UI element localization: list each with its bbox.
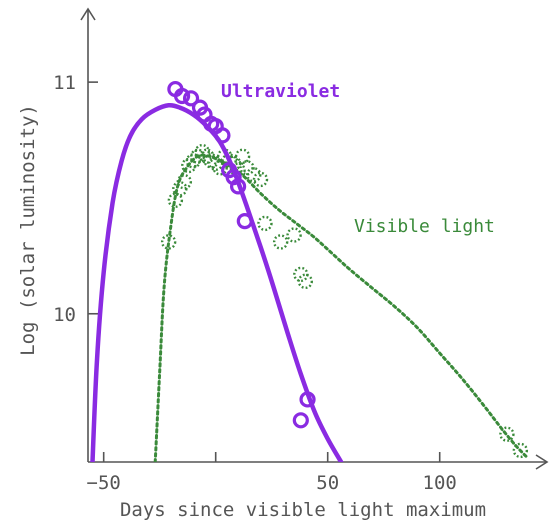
ultraviolet-point bbox=[173, 87, 191, 105]
visible-light-model-line bbox=[153, 153, 529, 462]
visible-light-point bbox=[246, 167, 262, 183]
visible-light-point bbox=[216, 148, 233, 164]
visible-light-point bbox=[252, 171, 269, 188]
x-axis-arrow bbox=[535, 454, 549, 470]
visible-light-point bbox=[272, 234, 289, 250]
plot-area: −50 50 100 10 11 bbox=[53, 7, 549, 494]
visible-light-point bbox=[190, 148, 206, 164]
visible-light-point bbox=[239, 160, 255, 176]
series-label-visible-light: Visible light bbox=[354, 216, 495, 237]
series-label-ultraviolet: Ultraviolet bbox=[221, 81, 340, 102]
y-tick-label: 11 bbox=[53, 72, 76, 94]
ultraviolet-model-line bbox=[90, 102, 344, 462]
ultraviolet-point bbox=[292, 412, 309, 429]
visible-light-point bbox=[293, 266, 309, 283]
visible-light-point bbox=[203, 153, 219, 169]
visible-light-point bbox=[185, 153, 201, 169]
visible-light-point bbox=[230, 162, 246, 178]
y-tick-label: 10 bbox=[53, 304, 76, 326]
x-axis-label: Days since visible light maximum bbox=[120, 499, 486, 521]
visible-light-point bbox=[286, 227, 302, 243]
visible-light-point bbox=[512, 442, 529, 459]
ultraviolet-point bbox=[236, 213, 253, 230]
visible-light-point bbox=[221, 153, 237, 169]
ultraviolet-point bbox=[214, 127, 231, 144]
visible-light-point bbox=[199, 148, 215, 164]
visible-light-point bbox=[297, 273, 313, 290]
x-tick-label: −50 bbox=[87, 472, 121, 494]
y-axis-arrow bbox=[80, 7, 96, 21]
visible-light-point bbox=[234, 148, 251, 164]
visible-light-point bbox=[194, 143, 210, 160]
data-layer bbox=[90, 80, 529, 462]
visible-light-point bbox=[181, 157, 197, 174]
visible-light-point bbox=[499, 426, 515, 442]
visible-light-point bbox=[257, 215, 273, 232]
ultraviolet-point bbox=[182, 90, 200, 107]
visible-light-point bbox=[167, 192, 184, 208]
y-axis-label: Log (solar luminosity) bbox=[17, 104, 39, 356]
visible-light-point bbox=[160, 234, 177, 250]
x-tick-label: 50 bbox=[316, 472, 339, 494]
x-tick-label: 100 bbox=[423, 472, 457, 494]
ultraviolet-point bbox=[229, 178, 247, 195]
visible-light-point bbox=[176, 174, 193, 190]
ultraviolet-point bbox=[299, 391, 316, 408]
